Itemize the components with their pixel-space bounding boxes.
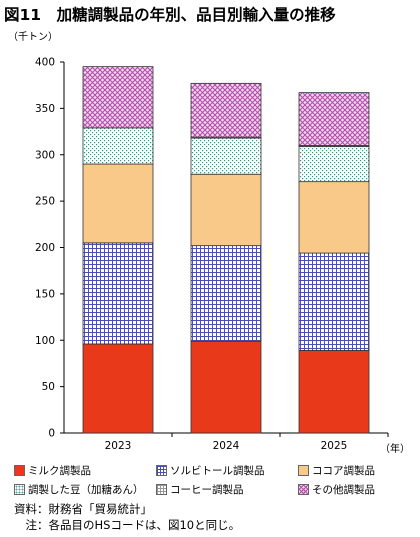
bar-segment (298, 181, 370, 254)
legend-item-coffee: コーヒー調製品 (156, 482, 298, 497)
legend-item-beans: 調製した豆（加糖あん） (14, 482, 156, 497)
source-note: 資料：財務省「貿易統計」 (14, 502, 152, 516)
legend-label: コーヒー調製品 (170, 484, 244, 496)
legend-item-milk: ミルク調製品 (14, 463, 156, 478)
bar-segment (82, 343, 154, 434)
bar-segment (190, 173, 262, 247)
y-axis-unit-label: （千トン） (8, 31, 58, 43)
y-tick-label: 100 (35, 335, 55, 347)
y-tick-label: 250 (35, 196, 55, 208)
bar-segment (190, 245, 262, 342)
legend-row: 調製した豆（加糖あん） コーヒー調製品 その他調製品 (14, 480, 414, 499)
y-tick-label: 400 (35, 57, 55, 69)
y-tick-label: 200 (35, 242, 55, 254)
x-tick-label: 2025 (321, 440, 348, 452)
bar-segment (82, 66, 154, 129)
hs-code-note: 注：各品目のHSコードは、図10と同じ。 (14, 518, 241, 532)
y-tick-label: 300 (35, 149, 55, 161)
bar-segment (298, 92, 370, 146)
bar-segment (298, 146, 370, 183)
bar-segment (82, 127, 154, 165)
legend-item-sorbitol: ソルビトール調製品 (156, 463, 298, 478)
bar-segment (82, 242, 154, 345)
legend: ミルク調製品 ソルビトール調製品 ココア調製品 調製した豆（加糖あん） コーヒー… (14, 461, 414, 499)
bars (82, 66, 370, 434)
legend-swatch (298, 465, 309, 476)
chart-title: 図11 加糖調製品の年別、品目別輸入量の推移 (4, 6, 336, 24)
y-tick-label: 150 (35, 288, 55, 300)
legend-swatch (156, 484, 167, 495)
x-tick-label: 2024 (213, 440, 240, 452)
bar-segment (190, 137, 262, 175)
legend-label: 調製した豆（加糖あん） (28, 484, 144, 496)
legend-label: ココア調製品 (312, 465, 375, 477)
bar-segment (190, 340, 262, 434)
legend-label: ソルビトール調製品 (170, 465, 265, 477)
y-tick-label: 350 (35, 103, 55, 115)
bar-segment (298, 252, 370, 351)
notes: 資料：財務省「貿易統計」 注：各品目のHSコードは、図10と同じ。 (14, 501, 240, 533)
legend-swatch (14, 465, 25, 476)
x-tick-label: 2023 (105, 440, 132, 452)
bar-segment (298, 350, 370, 434)
legend-item-cocoa: ココア調製品 (298, 463, 375, 478)
legend-row: ミルク調製品 ソルビトール調製品 ココア調製品 (14, 461, 414, 480)
legend-label: その他調製品 (312, 484, 375, 496)
axes: 0 50 100 150 200 250 300 350 400 2023 2024 2025 (35, 57, 389, 452)
legend-swatch (298, 484, 309, 495)
bar-segment (82, 163, 154, 244)
legend-label: ミルク調製品 (28, 465, 91, 477)
y-tick-label: 0 (48, 428, 55, 440)
y-tick-label: 50 (42, 381, 55, 393)
x-axis-unit-label: （年） (380, 442, 410, 455)
chart-canvas: （千トン） （年） 0 50 100 150 200 250 300 350 400 2023 20… (8, 31, 410, 455)
bar-segment (190, 82, 262, 138)
legend-item-other: その他調製品 (298, 482, 375, 497)
legend-swatch (14, 484, 25, 495)
legend-swatch (156, 465, 167, 476)
